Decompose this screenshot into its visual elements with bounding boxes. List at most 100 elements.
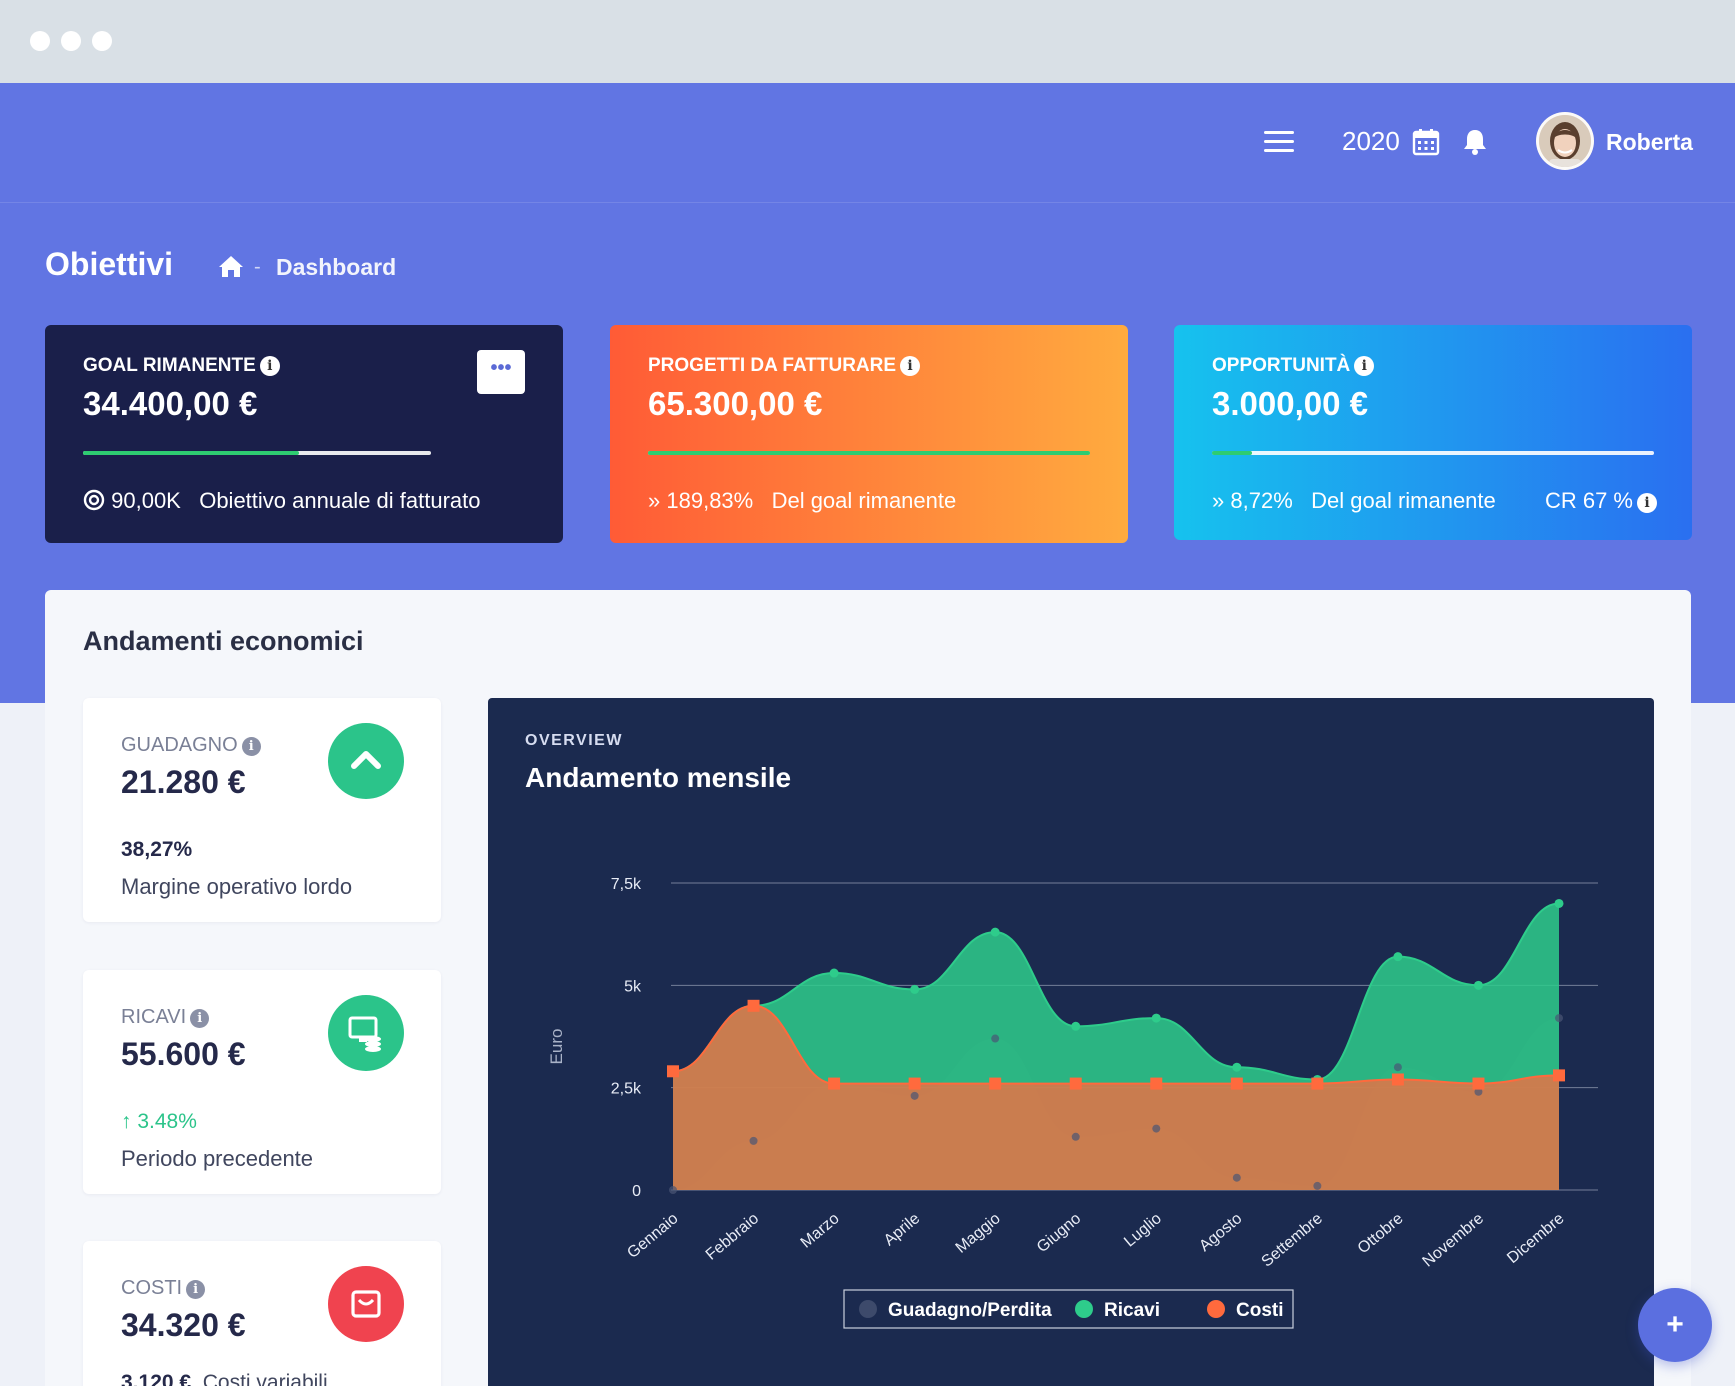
point-ricavi [990, 927, 1000, 937]
point-costi [1311, 1077, 1324, 1090]
point-ricavi [829, 968, 839, 978]
point-costi [908, 1077, 921, 1090]
costs-value: 34.320 € [121, 1307, 246, 1343]
info-icon[interactable]: i [241, 737, 261, 756]
point-costi [1472, 1077, 1485, 1090]
hamburger-menu-icon[interactable] [1264, 131, 1294, 153]
shopping-bag-icon [328, 1266, 404, 1342]
opportunities-progress-fill [1212, 451, 1252, 455]
point-guadagno [1313, 1181, 1322, 1190]
info-icon[interactable]: i [186, 1280, 206, 1299]
point-costi [1553, 1069, 1565, 1082]
home-icon[interactable] [218, 254, 244, 278]
point-costi [828, 1077, 841, 1090]
monthly-area-chart: 0 2,5k 5k 7,5k Euro Gennaio Febbraio Marzo April… [547, 876, 1598, 1329]
point-costi [1230, 1077, 1243, 1090]
user-name[interactable]: Roberta [1606, 129, 1693, 155]
x-tick-label: Ottobre [1355, 1210, 1407, 1257]
notification-bell-icon[interactable] [1462, 128, 1488, 156]
point-guadagno [669, 1186, 677, 1194]
double-chevron-icon: » [648, 488, 661, 513]
point-costi [747, 999, 760, 1012]
projects-footer: » 189,83% Del goal rimanente [648, 488, 956, 514]
opportunities-card: OPPORTUNITÀ i 3.000,00 € » 8,72% Del goal… [1174, 325, 1692, 540]
double-chevron-icon: » [1212, 488, 1225, 513]
profit-label: GUADAGNO i [121, 734, 261, 757]
point-guadagno [1555, 1014, 1563, 1023]
opportunities-percent: 8,72% [1230, 488, 1293, 513]
point-costi [1391, 1073, 1404, 1086]
goal-annual-text: Obiettivo annuale di fatturato [199, 488, 481, 513]
point-guadagno [1232, 1173, 1241, 1182]
info-icon[interactable]: i [190, 1009, 210, 1028]
coins-screen-icon [328, 995, 404, 1071]
opportunities-footer: » 8,72% Del goal rimanente CR 67 % i [1212, 488, 1657, 514]
info-icon[interactable]: i [259, 356, 280, 376]
chevron-up-icon [328, 723, 404, 799]
point-ricavi [910, 984, 920, 994]
point-ricavi [1151, 1013, 1161, 1023]
page-title: Obiettivi [45, 246, 174, 282]
point-ricavi [1473, 980, 1483, 990]
opportunities-value: 3.000,00 € [1212, 385, 1368, 422]
legend-label: Costi [1236, 1300, 1284, 1321]
breadcrumb-separator: - [254, 256, 261, 278]
chart-overline: OVERVIEW [525, 732, 623, 749]
breadcrumb-dashboard[interactable]: Dashboard [276, 254, 397, 280]
projects-progress-fill [648, 451, 1090, 455]
info-icon[interactable]: i [900, 356, 921, 376]
point-ricavi [1554, 898, 1564, 908]
costs-label: COSTI i [121, 1277, 206, 1300]
point-costi [1069, 1077, 1082, 1090]
legend-marker [1075, 1300, 1093, 1318]
info-icon[interactable]: i [1637, 493, 1657, 513]
point-ricavi [1071, 1021, 1081, 1031]
window-close-dot[interactable] [30, 31, 50, 51]
revenue-stat-card: RICAVI i 55.600 € ↑ 3.48% Periodo precede… [83, 970, 441, 1194]
top-navbar [0, 83, 1735, 203]
x-tick-label: Aprile [881, 1210, 923, 1249]
revenue-label: RICAVI i [121, 1006, 210, 1029]
x-tick-label: Giugno [1034, 1210, 1085, 1256]
point-ricavi [1393, 952, 1403, 962]
year-selector[interactable]: 2020 [1342, 126, 1400, 156]
x-tick-label: Febbraio [703, 1210, 762, 1264]
window-maximize-dot[interactable] [92, 31, 112, 51]
y-tick-label: 0 [632, 1183, 641, 1200]
point-guadagno [1152, 1124, 1161, 1133]
projects-foot-text: Del goal rimanente [771, 488, 957, 513]
series-area-costi [673, 1005, 1559, 1190]
user-avatar[interactable] [1536, 112, 1594, 170]
panel-title: Andamenti economici [83, 626, 364, 656]
series-line-costi [672, 1004, 1560, 1085]
goal-annual-amount: 90,00K [111, 488, 181, 513]
add-fab-button[interactable]: + [1638, 1288, 1712, 1362]
x-tick-label: Settembre [1258, 1210, 1326, 1271]
profit-margin-percent: 38,27% [121, 838, 193, 861]
costs-variable-line: 3.120 € Costi variabili [121, 1371, 328, 1386]
opportunities-label: OPPORTUNITÀ i [1212, 355, 1375, 377]
point-guadagno [1393, 1063, 1402, 1072]
arrow-up-icon: ↑ [121, 1110, 132, 1133]
window-minimize-dot[interactable] [61, 31, 81, 51]
goal-remaining-card: GOAL RIMANENTE i 34.400,00 € ••• 90,00K O… [45, 325, 563, 543]
y-axis-label: Euro [547, 1029, 566, 1065]
goal-progress-fill [83, 451, 299, 455]
profit-value: 21.280 € [121, 764, 246, 800]
point-guadagno [1071, 1132, 1080, 1141]
goal-remaining-value: 34.400,00 € [83, 385, 258, 422]
chart-legend [843, 1289, 1294, 1329]
y-tick-label: 2,5k [611, 1081, 642, 1098]
point-costi [1150, 1077, 1163, 1090]
legend-marker [1207, 1300, 1225, 1318]
point-guadagno [910, 1091, 919, 1100]
more-options-button[interactable]: ••• [477, 350, 525, 394]
x-tick-label: Dicembre [1504, 1210, 1567, 1267]
x-tick-label: Gennaio [624, 1210, 681, 1262]
x-tick-label: Marzo [798, 1210, 843, 1252]
x-tick-label: Maggio [953, 1210, 1004, 1257]
info-icon[interactable]: i [1354, 356, 1375, 376]
revenue-value: 55.600 € [121, 1036, 246, 1072]
profit-margin-text: Margine operativo lordo [121, 874, 353, 899]
calendar-icon[interactable] [1412, 128, 1440, 156]
